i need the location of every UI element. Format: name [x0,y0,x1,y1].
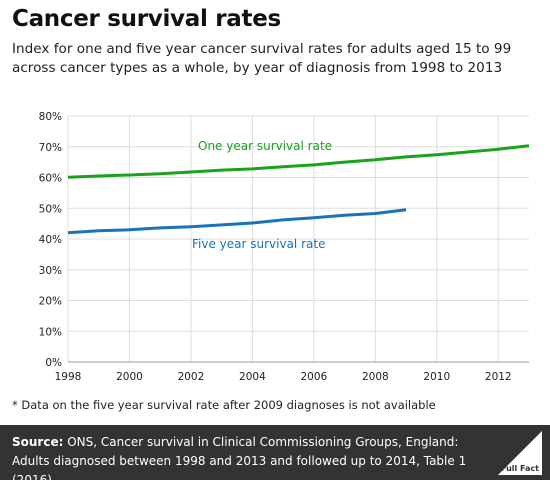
x-tick-label: 2002 [178,371,205,383]
series-line-five-year [67,208,407,235]
x-tick-label: 2008 [362,371,389,383]
axes: 0% 10% 20% 30% 40% 50% 60% 70% 80% 1998 2000 2002 20… [39,111,529,383]
y-tick-label: 70% [39,142,62,154]
x-tick-label: 1998 [55,371,82,383]
series-label-five-year: Five year survival rate [192,237,325,251]
series-label-one-year: One year survival rate [198,139,332,153]
x-tick-label: 2010 [423,371,450,383]
x-tick-label: 2000 [116,371,143,383]
y-tick-label: 80% [39,111,62,123]
chart-title: Cancer survival rates [12,6,281,32]
y-tick-label: 60% [39,173,62,185]
logo-text: Full Fact [501,464,539,473]
y-tick-label: 10% [39,326,62,338]
x-tick-label: 2006 [300,371,327,383]
y-tick-label: 0% [45,357,62,369]
y-tick-label: 40% [39,234,62,246]
footnote: * Data on the five year survival rate af… [12,398,436,412]
x-tick-label: 2012 [485,371,512,383]
y-tick-label: 20% [39,296,62,308]
y-tick-label: 50% [39,203,62,215]
chart-subtitle: Index for one and five year cancer survi… [12,41,512,76]
full-fact-logo-icon: Full Fact [498,431,542,475]
y-tick-label: 30% [39,265,62,277]
gridlines [67,115,529,363]
series [67,144,530,235]
x-tick-label: 2004 [239,371,266,383]
source-citation: ONS, Cancer survival in Clinical Commiss… [12,435,467,480]
line-chart: 0% 10% 20% 30% 40% 50% 60% 70% 80% 1998 2000 2002 20… [39,111,530,383]
source-text: Source: ONS, Cancer survival in Clinical… [12,433,482,480]
source-label: Source: [12,435,64,449]
source-bar: Source: ONS, Cancer survival in Clinical… [0,425,550,480]
series-line-one-year [67,144,530,179]
